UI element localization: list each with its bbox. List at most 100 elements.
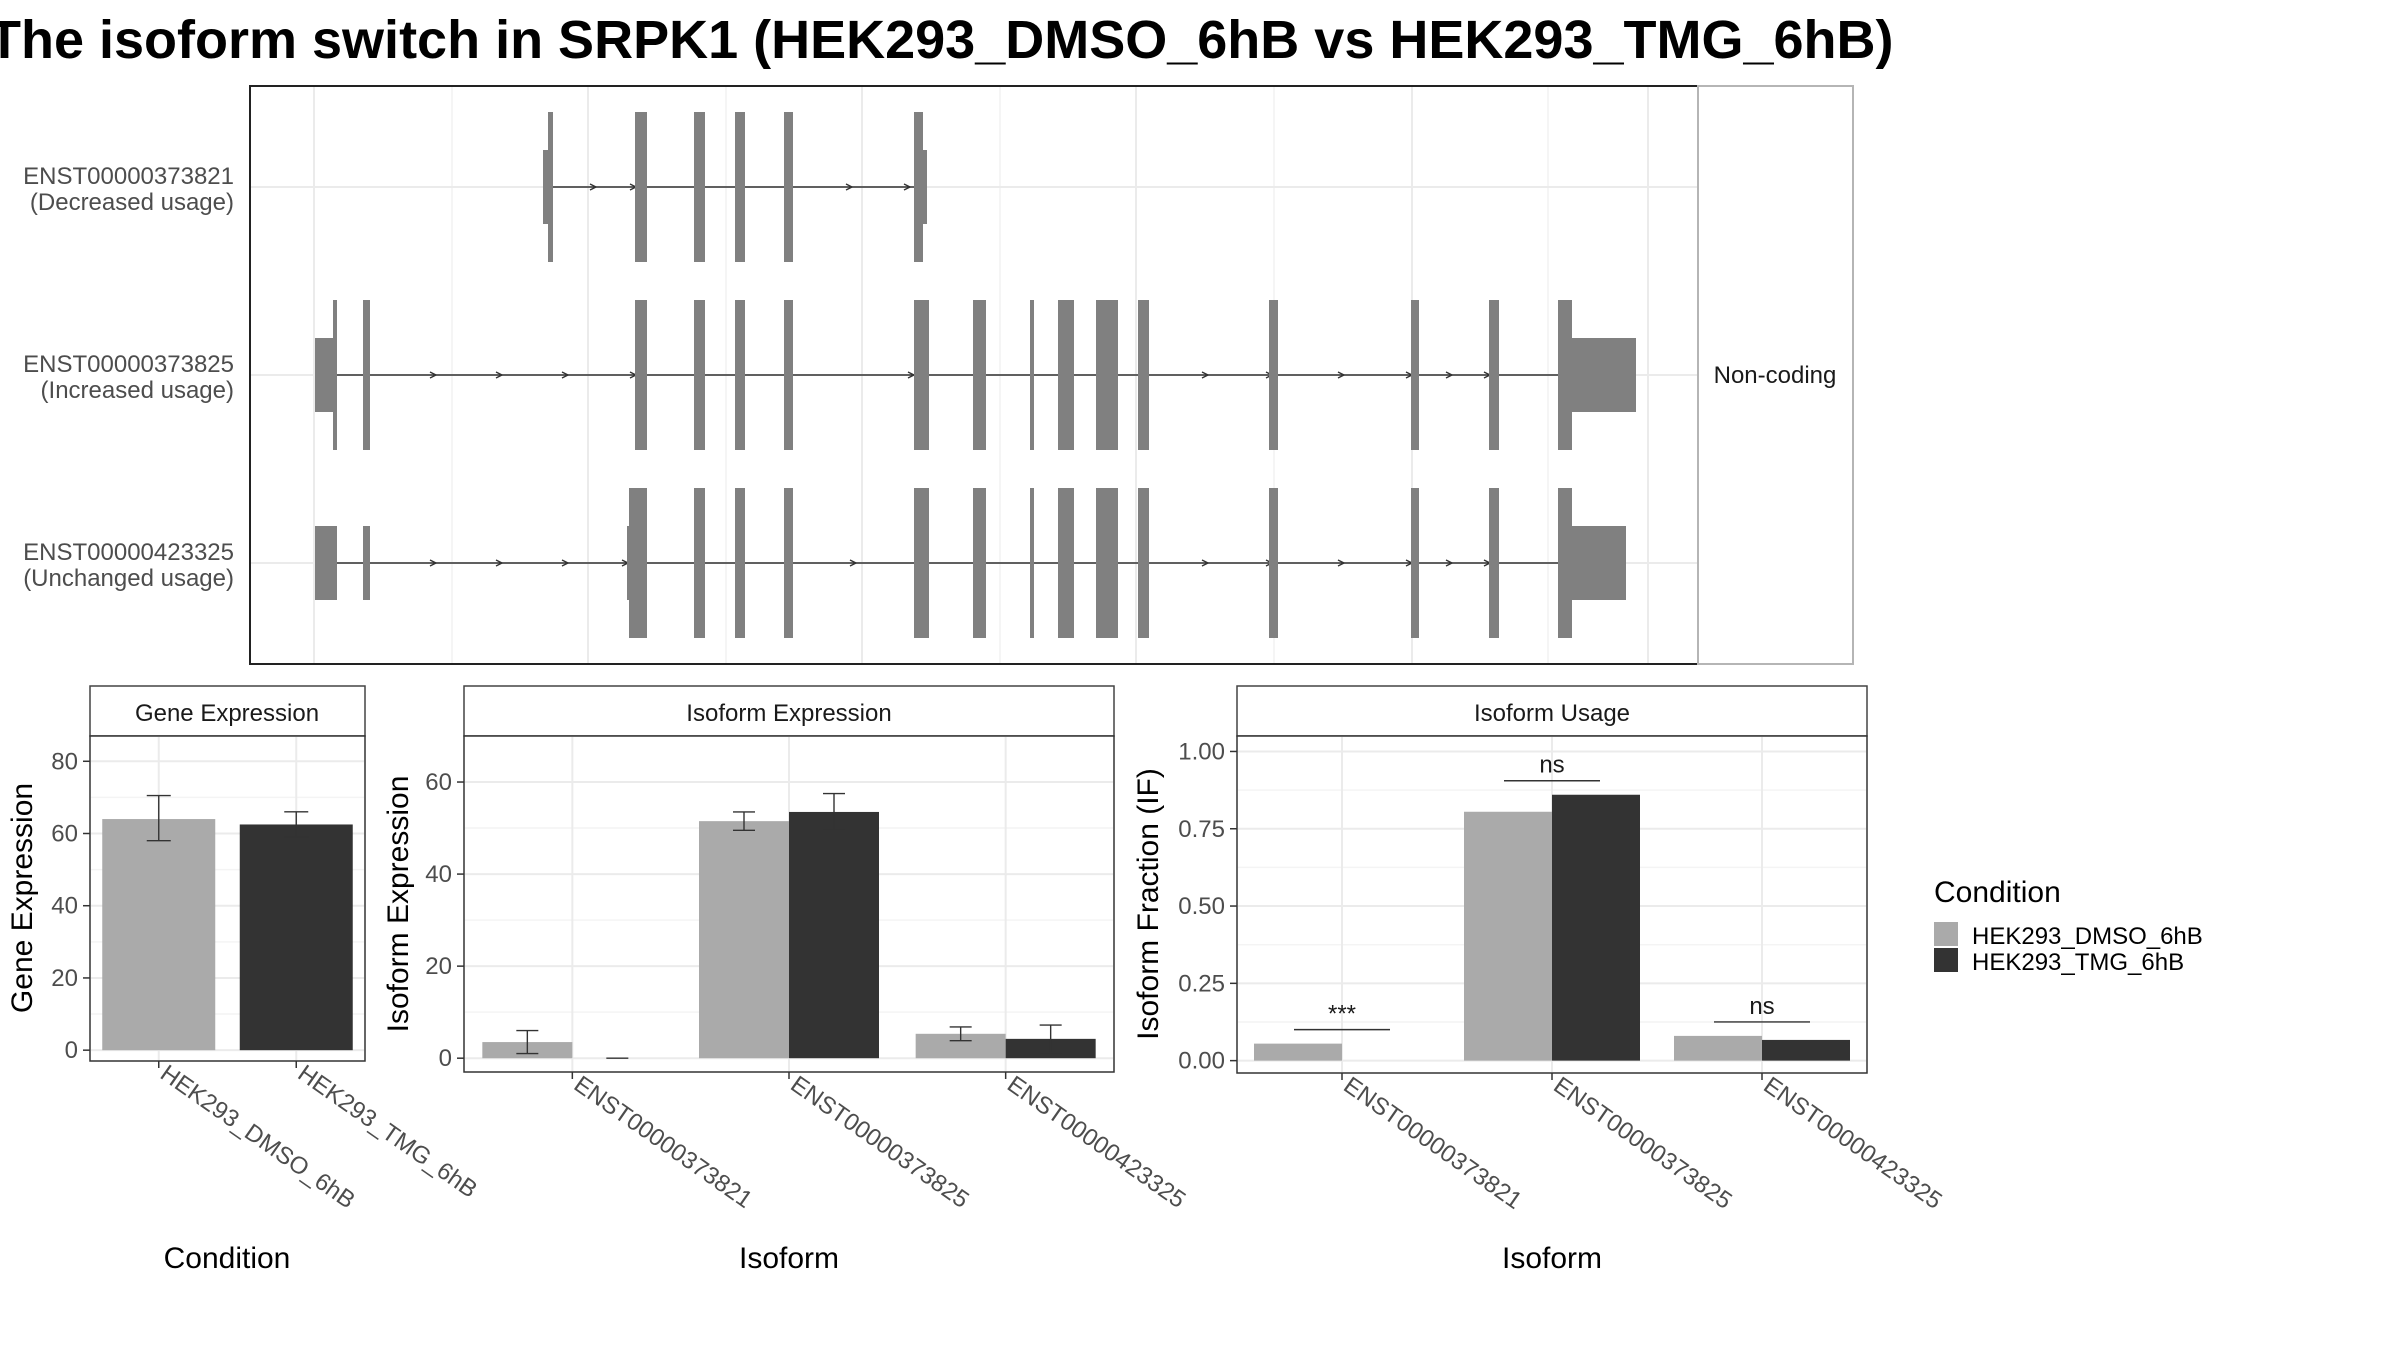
isoexp-x-ticks: ENST00000373821 ENST00000373825 ENST000004… xyxy=(569,1071,1191,1214)
iso3-arrow-0 xyxy=(429,559,438,567)
isoexp-ytick-label-1: 20 xyxy=(425,953,452,980)
iso2-arrow-0 xyxy=(429,371,438,379)
iso3-exon-2 xyxy=(629,488,647,638)
usage-ytick-label-0: 0.00 xyxy=(1178,1048,1225,1075)
iso1-exon-5 xyxy=(784,112,793,262)
usage-y-axis-label: Isoform Fraction (IF) xyxy=(1132,768,1165,1040)
iso2-exon-1 xyxy=(333,300,337,450)
isoform-label-1: ENST00000373821 xyxy=(23,163,234,190)
gene-x-axis-label: Condition xyxy=(164,1242,291,1275)
usage-x-axis-label: Isoform xyxy=(1502,1242,1602,1275)
legend-swatch-dmso xyxy=(1934,922,1958,946)
iso3-exon-15 xyxy=(1558,488,1572,638)
usage-sig-label-1: ns xyxy=(1539,752,1564,779)
iso2-exon-7 xyxy=(914,300,929,450)
iso2-exon-0 xyxy=(315,338,335,412)
legend-label-tmg: HEK293_TMG_6hB xyxy=(1972,949,2184,976)
iso2-exon-16 xyxy=(1558,300,1572,450)
gene-bar-1 xyxy=(239,824,353,1051)
iso2-exon-14 xyxy=(1411,300,1419,450)
figure-title: The isoform switch in SRPK1 (HEK293_DMSO… xyxy=(0,10,1894,70)
isoexp-xtick-label-0: ENST00000373821 xyxy=(569,1071,757,1214)
isoform-expression-chart: Isoform Expression 0 20 40 60 ENST000003738… xyxy=(382,685,1191,1275)
iso2-exon-13 xyxy=(1269,300,1278,450)
usage-xtick-label-2: ENST00000423325 xyxy=(1759,1072,1947,1215)
isoexp-xtick-label-1: ENST00000373825 xyxy=(786,1071,974,1214)
transcript-structure-panel: Non-coding ENST00000373821 (Decreased us… xyxy=(23,85,1854,665)
usage-ytick-label-4: 1.00 xyxy=(1178,738,1225,765)
gene-y-axis-label: Gene Expression xyxy=(6,783,39,1013)
iso3-exon-0 xyxy=(315,526,337,600)
iso3-exon-utr xyxy=(1570,526,1626,600)
iso3-exon-7 xyxy=(973,488,986,638)
noncoding-strip xyxy=(1697,85,1854,665)
usage-x-ticks: ENST00000373821 ENST00000373825 ENST000004… xyxy=(1339,1072,1947,1215)
legend-label-dmso: HEK293_DMSO_6hB xyxy=(1972,923,2203,950)
iso2-exon-2 xyxy=(363,300,370,450)
usage-bar-dmso-2 xyxy=(1674,1035,1762,1061)
gene-strip xyxy=(89,685,366,737)
iso1-exon-1 xyxy=(548,112,553,262)
iso1-exon-7 xyxy=(923,150,927,224)
legend-swatch-tmg xyxy=(1934,948,1958,972)
usage-bar-dmso-1 xyxy=(1464,811,1552,1061)
usage-xtick-label-0: ENST00000373821 xyxy=(1339,1072,1527,1215)
iso3-arrow-2 xyxy=(561,559,570,567)
isoexp-bars xyxy=(482,792,1096,1059)
iso3-exon-11 xyxy=(1138,488,1149,638)
iso2-exon-8 xyxy=(973,300,986,450)
iso3-exon-4 xyxy=(735,488,745,638)
isoexp-x-axis-label: Isoform xyxy=(739,1242,839,1275)
usage-ytick-label-2: 0.50 xyxy=(1178,893,1225,920)
usage-significance: *** ns ns xyxy=(1294,752,1810,1031)
iso2-exon-11 xyxy=(1096,300,1118,450)
isoexp-ytick-label-3: 60 xyxy=(425,769,452,796)
iso3-arrow-7 xyxy=(1337,559,1346,567)
isoform-usage-2: (Increased usage) xyxy=(41,377,234,404)
iso2-exon-10 xyxy=(1058,300,1074,450)
isoexp-bar-dmso-1 xyxy=(699,821,789,1059)
usage-bar-tmg-1 xyxy=(1552,794,1640,1061)
iso3-exon-13 xyxy=(1411,488,1419,638)
iso3-exon-12 xyxy=(1269,488,1278,638)
usage-ytick-label-1: 0.25 xyxy=(1178,970,1225,997)
usage-sig-label-0: *** xyxy=(1328,1001,1356,1028)
iso2-exon-4 xyxy=(694,300,705,450)
iso2-exon-6 xyxy=(784,300,793,450)
iso1-arrow-2 xyxy=(845,183,854,191)
legend: Condition HEK293_DMSO_6hB HEK293_TMG_6hB xyxy=(1934,876,2203,976)
isoform-label-3: ENST00000423325 xyxy=(23,539,234,566)
gene-ytick-label-1: 20 xyxy=(51,965,78,992)
iso3-exon-8 xyxy=(1030,488,1034,638)
gene-bars xyxy=(102,794,353,1051)
usage-xtick-label-1: ENST00000373825 xyxy=(1549,1072,1737,1215)
usage-sig-label-2: ns xyxy=(1749,993,1774,1020)
iso3-exon-1 xyxy=(363,526,370,600)
isoform-usage-chart: Isoform Usage *** ns ns 0.00 0.25 0.50 0.75 1.… xyxy=(1132,685,1947,1275)
usage-y-ticks: 0.00 0.25 0.50 0.75 1.00 xyxy=(1178,738,1237,1075)
iso2-arrow-2 xyxy=(561,371,570,379)
isoform-label-2: ENST00000373825 xyxy=(23,351,234,378)
iso1-exon-0 xyxy=(543,150,548,224)
iso2-arrow-1 xyxy=(495,371,504,379)
iso1-exon-3 xyxy=(694,112,705,262)
iso3-arrow-1 xyxy=(495,559,504,567)
iso2-exon-15 xyxy=(1489,300,1499,450)
usage-bar-tmg-2 xyxy=(1762,1039,1850,1061)
iso2-exon-3 xyxy=(635,300,647,450)
isoform-usage-3: (Unchanged usage) xyxy=(23,565,234,592)
gene-ytick-label-3: 60 xyxy=(51,821,78,848)
iso2-exon-utr xyxy=(1570,338,1636,412)
isoexp-chart-title: Isoform Expression xyxy=(686,700,891,727)
iso2-arrow-5 xyxy=(1201,371,1210,379)
iso3-exon-5 xyxy=(784,488,793,638)
usage-ytick-label-3: 0.75 xyxy=(1178,816,1225,843)
iso1-exon-6 xyxy=(914,112,923,262)
iso3-exon-14 xyxy=(1489,488,1499,638)
gene-ytick-label-0: 0 xyxy=(65,1037,78,1064)
gene-ytick-label-4: 80 xyxy=(51,748,78,775)
iso3-arrow-9 xyxy=(1445,559,1454,567)
iso1-exon-4 xyxy=(735,112,745,262)
